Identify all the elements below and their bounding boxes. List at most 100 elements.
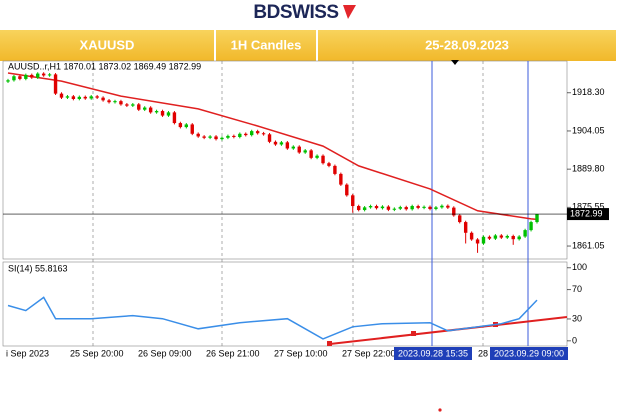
y-tick-label: 1904.05 [572, 125, 605, 135]
candle-body [220, 137, 224, 140]
candle-body [523, 230, 527, 237]
logo-arrow [343, 5, 356, 19]
candle-body [59, 93, 64, 98]
candle-body [291, 146, 296, 149]
candle-body [481, 236, 486, 244]
candle-body [6, 80, 10, 82]
candle-body [154, 111, 159, 113]
candle-body [315, 155, 319, 158]
header-cell [0, 30, 214, 61]
candle-body [95, 96, 99, 98]
candle-body [232, 135, 236, 137]
candle-body [309, 150, 313, 158]
candle-body [446, 205, 450, 208]
candle-body [238, 133, 242, 137]
candle-body [511, 235, 515, 240]
candle-body [131, 104, 135, 106]
candle-body [208, 136, 212, 138]
y-tick-label: 1861.05 [572, 240, 605, 250]
marker-label: 2023.09.29 09:00 [494, 348, 564, 358]
candle-body [255, 131, 260, 134]
candle-body [107, 100, 111, 103]
candle-body [184, 124, 189, 128]
dot [438, 408, 442, 412]
marker-box [490, 347, 568, 360]
candle-body [249, 131, 254, 136]
header-timeframe: 1H Candles [231, 37, 302, 52]
candle-body [18, 76, 22, 79]
candle-body [475, 239, 480, 244]
candle-body [529, 222, 533, 231]
candle-body [321, 155, 325, 164]
candle-body [333, 165, 337, 174]
x-tick-label: 26 Sep 21:00 [206, 348, 260, 358]
candle-body [83, 96, 87, 99]
candle-body [279, 142, 284, 145]
candle-body [303, 150, 307, 153]
trend-point [327, 341, 332, 346]
header-symbol: XAUUSD [80, 37, 135, 52]
candle-body [345, 184, 349, 196]
candle-body [244, 133, 248, 136]
rsi-panel [2, 261, 568, 347]
candle-body [458, 215, 462, 223]
candle-body [368, 206, 373, 208]
candle-body [392, 208, 397, 210]
last-price-box [567, 208, 609, 221]
marker-label: 2023.09.28 15:35 [398, 348, 468, 358]
candle-body [351, 195, 355, 207]
y-tick-label: 1918.30 [572, 87, 605, 97]
candle-body [172, 112, 177, 124]
candle-body [386, 206, 391, 210]
candle-body [410, 206, 414, 210]
candle-body [398, 207, 402, 209]
candle-body [285, 142, 290, 149]
candle-body [487, 236, 492, 239]
candle-body [440, 205, 444, 208]
y-tick-label: 1875.55 [572, 202, 605, 212]
candle-body [469, 232, 474, 240]
rsi-label: SI(14) 55.8163 [8, 263, 68, 273]
y-tick-label: 1889.80 [572, 163, 605, 173]
x-tick-label: 26 Sep 09:00 [138, 348, 192, 358]
candle-body [113, 101, 117, 103]
candle-body [535, 214, 539, 223]
candle-body [47, 74, 52, 76]
x-tick-label: 27 Sep 22:00 [342, 348, 396, 358]
candle-body [505, 235, 509, 238]
candle-body [416, 206, 420, 208]
candle-body [148, 107, 153, 113]
x-tick-label: 27 Sep 10:00 [274, 348, 328, 358]
marker-box [394, 347, 472, 360]
candle-body [137, 104, 141, 110]
candle-body [125, 104, 129, 106]
marker-arrow [451, 60, 459, 65]
trend-point [411, 331, 416, 336]
candle-body [297, 146, 301, 153]
candle-body [12, 76, 16, 81]
price-panel [2, 60, 568, 260]
candle-body [166, 112, 171, 116]
rsi-tick-label: 70 [572, 284, 582, 294]
candle-body [178, 123, 183, 128]
candle-body [404, 207, 408, 210]
candle-body [24, 74, 28, 79]
candle-body [101, 97, 105, 101]
candle-body [143, 107, 147, 110]
candle-body [499, 235, 504, 238]
candle-body [452, 207, 456, 216]
candle-body [71, 96, 76, 99]
candle-body [356, 206, 361, 211]
candle-body [36, 73, 40, 78]
candle-body [267, 134, 272, 142]
candle-body [261, 133, 266, 135]
rsi-tick-label: 100 [572, 262, 587, 272]
candle-body [214, 136, 218, 140]
candle-body [273, 141, 278, 145]
candle-body [380, 206, 385, 209]
candle-body [53, 74, 58, 94]
candle-body [160, 111, 165, 116]
info-label: AUUSD..r,H1 1870.01 1873.02 1869.49 1872… [8, 61, 201, 71]
candle-body [422, 206, 426, 208]
